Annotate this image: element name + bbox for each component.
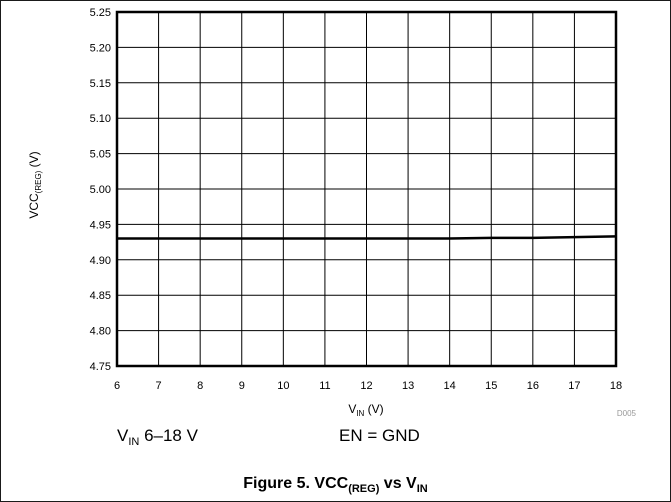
x-tick-label: 7 <box>156 380 162 392</box>
plot-border <box>115 10 618 368</box>
en-condition: EN = GND <box>339 426 420 445</box>
y-tick-label: 4.85 <box>90 290 111 302</box>
x-axis-label: VIN (V) <box>348 402 383 418</box>
y-tick-label: 5.20 <box>90 42 111 54</box>
series-layer <box>117 235 617 240</box>
x-tick-label: 14 <box>444 380 456 392</box>
x-tick-label: 10 <box>277 380 289 392</box>
y-tick-labels: 4.75 4.80 4.85 4.90 4.95 5.00 5.05 5.10 5.15 5.20… <box>90 7 111 373</box>
x-tick-label: 15 <box>485 380 497 392</box>
figure-caption: Figure 5. VCC(REG) vs VIN <box>243 475 428 495</box>
y-tick-label: 5.25 <box>90 7 111 19</box>
y-tick-label: 4.80 <box>90 326 111 338</box>
y-axis-label: VCC(REG) (V) <box>27 151 43 218</box>
y-tick-label: 5.00 <box>90 184 111 196</box>
y-tick-label: 5.10 <box>90 113 111 125</box>
y-tick-label: 4.95 <box>90 219 111 231</box>
x-tick-labels: 6 7 8 9 10 11 12 13 14 15 16 17 18 <box>114 380 622 392</box>
x-tick-label: 17 <box>568 380 580 392</box>
series-line <box>117 235 617 240</box>
y-tick-label: 4.90 <box>90 255 111 267</box>
y-tick-label: 5.15 <box>90 78 111 90</box>
x-tick-label: 13 <box>402 380 414 392</box>
x-tick-label: 8 <box>197 380 203 392</box>
x-tick-label: 12 <box>360 380 372 392</box>
line-chart: 4.75 4.80 4.85 4.90 4.95 5.00 5.05 5.10 5.15 5.20… <box>27 7 637 418</box>
x-tick-label: 16 <box>527 380 539 392</box>
y-tick-label: 4.75 <box>90 361 111 373</box>
vin-condition: VIN 6–18 V <box>117 426 198 448</box>
x-tick-label: 11 <box>319 380 330 392</box>
x-tick-label: 18 <box>610 380 622 392</box>
x-tick-label: 9 <box>239 380 245 392</box>
y-tick-label: 5.05 <box>90 149 111 161</box>
grid-lines <box>116 11 617 367</box>
figure-id-tag: D005 <box>617 409 637 418</box>
x-tick-label: 6 <box>114 380 120 392</box>
